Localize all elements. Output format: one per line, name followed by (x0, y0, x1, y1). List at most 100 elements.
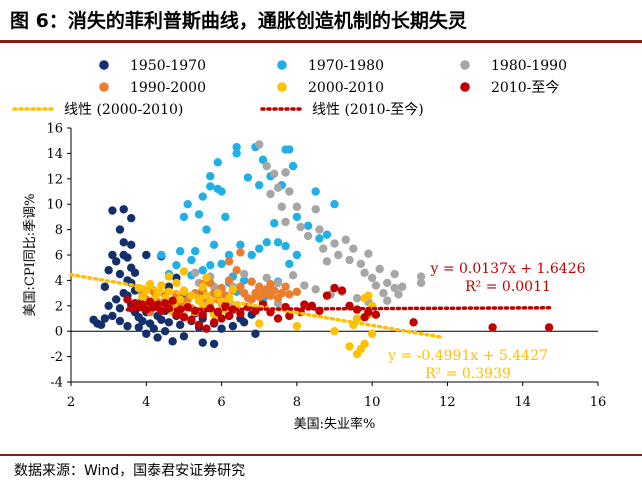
data-point (296, 222, 305, 232)
data-point (104, 301, 113, 310)
data-point (383, 296, 392, 305)
legend-label: 2000-2010 (308, 80, 384, 96)
y-tick-label: 16 (46, 122, 63, 137)
data-point (209, 339, 219, 349)
data-point (206, 260, 215, 270)
legend-label: 1970-1980 (308, 58, 384, 74)
data-point (194, 296, 204, 305)
y-tick-label: -2 (50, 350, 63, 365)
data-point (292, 287, 302, 297)
fit-r-squared: R² = 0.3939 (425, 366, 511, 382)
data-point (367, 273, 377, 283)
data-point (288, 161, 298, 171)
data-point (217, 324, 226, 333)
data-point (383, 278, 392, 288)
data-point (311, 205, 320, 214)
data-point (273, 238, 283, 247)
figure-title: 图 6：消失的菲利普斯曲线，通胀创造机制的长期失灵 (10, 10, 467, 32)
data-point (115, 225, 125, 234)
y-tick-label: 12 (46, 172, 63, 187)
trend-line (125, 306, 555, 312)
data-point (303, 231, 313, 241)
legend-marker (277, 82, 287, 92)
legend-marker (99, 60, 109, 70)
data-point (224, 311, 234, 321)
data-point (202, 324, 211, 333)
data-point (198, 266, 207, 275)
data-point (217, 187, 226, 196)
data-point (488, 323, 497, 332)
data-point (236, 309, 245, 318)
data-point (217, 259, 226, 269)
y-tick-label: 0 (55, 325, 63, 340)
data-point (119, 205, 128, 214)
data-point (202, 225, 211, 234)
data-point (285, 187, 294, 196)
data-point (247, 250, 256, 260)
data-point (228, 321, 238, 331)
y-axis-title: 美国:CPI同比:季调% (23, 194, 38, 317)
data-point (262, 238, 271, 247)
data-point (273, 314, 283, 323)
data-point (175, 295, 185, 304)
data-point (273, 278, 283, 288)
data-point (345, 342, 354, 351)
data-point (153, 300, 162, 309)
data-point (251, 329, 260, 338)
data-point (416, 272, 426, 281)
data-point (153, 333, 162, 342)
data-point (142, 250, 151, 260)
title-rule (0, 40, 642, 43)
data-point (364, 307, 373, 317)
data-point (119, 238, 128, 247)
data-point (168, 337, 177, 346)
data-point (213, 158, 223, 167)
data-point (371, 281, 381, 290)
data-point (217, 314, 226, 323)
legend-marker (460, 82, 470, 92)
data-point (364, 249, 373, 258)
data-point (292, 250, 302, 260)
data-point (179, 267, 189, 276)
legend-marker (99, 82, 109, 92)
data-point (285, 290, 294, 299)
data-point (206, 172, 215, 181)
data-point (142, 329, 151, 338)
data-point (183, 200, 192, 209)
fit-equation: y = -0.4991x + 5.4427 (387, 348, 548, 364)
data-point (191, 268, 200, 277)
data-point (157, 281, 166, 290)
data-point (175, 246, 185, 256)
data-point (243, 173, 253, 182)
data-point (315, 234, 324, 243)
data-point (352, 293, 362, 303)
data-point (127, 213, 136, 223)
data-point (266, 189, 275, 199)
data-point (157, 315, 166, 324)
x-tick-label: 16 (590, 395, 607, 410)
data-point (224, 250, 234, 260)
data-point (198, 282, 207, 291)
data-point (160, 327, 170, 336)
data-point (262, 161, 271, 171)
data-point (255, 282, 264, 291)
data-point (292, 202, 302, 211)
data-point (127, 240, 136, 250)
legend-label: 1990-2000 (130, 80, 206, 96)
data-point (285, 311, 294, 321)
data-point (232, 142, 241, 152)
data-point (356, 259, 366, 269)
data-point (330, 283, 339, 293)
source-rule (0, 454, 642, 456)
data-point (130, 268, 140, 277)
data-point (224, 257, 234, 266)
data-point (191, 246, 200, 256)
x-tick-label: 10 (364, 395, 381, 410)
data-point (394, 290, 403, 299)
data-point (198, 338, 207, 347)
fit-equation: y = 0.0137x + 1.6426 (429, 261, 585, 277)
data-point (239, 276, 249, 285)
x-tick-label: 6 (217, 395, 225, 410)
legend-label: 2010-至今 (491, 80, 559, 96)
y-tick-label: 6 (55, 249, 63, 264)
